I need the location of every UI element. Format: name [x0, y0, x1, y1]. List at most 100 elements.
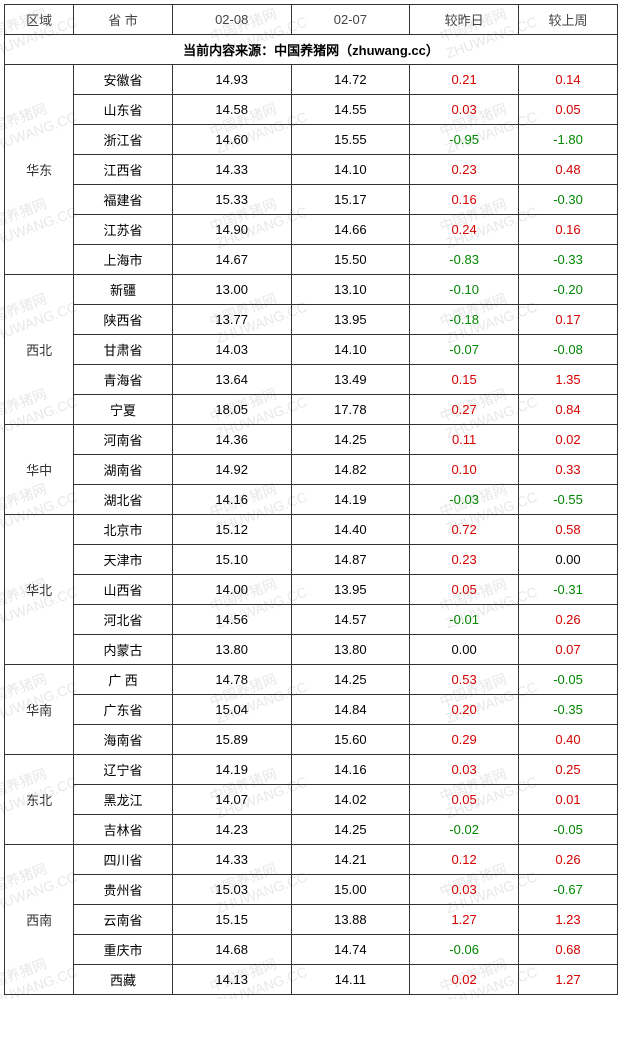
date1-cell: 14.56: [172, 605, 291, 635]
table-row: 山东省14.5814.550.030.05: [5, 95, 618, 125]
delta-week-cell: -0.30: [519, 185, 618, 215]
region-cell: 西北: [5, 275, 74, 425]
date2-cell: 13.95: [291, 305, 410, 335]
delta-yesterday-cell: 0.11: [410, 425, 519, 455]
table-row: 青海省13.6413.490.151.35: [5, 365, 618, 395]
region-cell: 华南: [5, 665, 74, 755]
province-cell: 江苏省: [74, 215, 173, 245]
date2-cell: 14.10: [291, 155, 410, 185]
table-row: 华南广 西14.7814.250.53-0.05: [5, 665, 618, 695]
delta-yesterday-cell: 0.05: [410, 575, 519, 605]
date1-cell: 14.90: [172, 215, 291, 245]
table-row: 广东省15.0414.840.20-0.35: [5, 695, 618, 725]
table-row: 黑龙江14.0714.020.050.01: [5, 785, 618, 815]
date1-cell: 15.03: [172, 875, 291, 905]
table-row: 湖南省14.9214.820.100.33: [5, 455, 618, 485]
delta-yesterday-cell: -0.06: [410, 935, 519, 965]
date2-cell: 13.80: [291, 635, 410, 665]
date2-cell: 14.21: [291, 845, 410, 875]
date1-cell: 14.36: [172, 425, 291, 455]
delta-yesterday-cell: -0.03: [410, 485, 519, 515]
province-cell: 青海省: [74, 365, 173, 395]
delta-yesterday-cell: 0.02: [410, 965, 519, 995]
header-row: 区域 省 市 02-08 02-07 较昨日 较上周: [5, 5, 618, 35]
province-cell: 陕西省: [74, 305, 173, 335]
province-cell: 辽宁省: [74, 755, 173, 785]
date1-cell: 15.04: [172, 695, 291, 725]
date1-cell: 14.92: [172, 455, 291, 485]
table-row: 华中河南省14.3614.250.110.02: [5, 425, 618, 455]
delta-week-cell: -1.80: [519, 125, 618, 155]
date2-cell: 14.02: [291, 785, 410, 815]
province-cell: 山西省: [74, 575, 173, 605]
date2-cell: 14.87: [291, 545, 410, 575]
date1-cell: 15.15: [172, 905, 291, 935]
delta-week-cell: 0.02: [519, 425, 618, 455]
table-row: 云南省15.1513.881.271.23: [5, 905, 618, 935]
table-row: 湖北省14.1614.19-0.03-0.55: [5, 485, 618, 515]
delta-week-cell: 0.01: [519, 785, 618, 815]
col-vs-yesterday: 较昨日: [410, 5, 519, 35]
date2-cell: 14.19: [291, 485, 410, 515]
delta-yesterday-cell: 0.20: [410, 695, 519, 725]
delta-yesterday-cell: -0.07: [410, 335, 519, 365]
delta-yesterday-cell: 0.03: [410, 95, 519, 125]
table-row: 甘肃省14.0314.10-0.07-0.08: [5, 335, 618, 365]
delta-week-cell: 1.27: [519, 965, 618, 995]
date1-cell: 14.78: [172, 665, 291, 695]
date2-cell: 14.82: [291, 455, 410, 485]
delta-yesterday-cell: 0.05: [410, 785, 519, 815]
table-row: 江西省14.3314.100.230.48: [5, 155, 618, 185]
province-cell: 河南省: [74, 425, 173, 455]
delta-week-cell: 0.48: [519, 155, 618, 185]
date1-cell: 13.64: [172, 365, 291, 395]
delta-yesterday-cell: 0.00: [410, 635, 519, 665]
delta-week-cell: 0.00: [519, 545, 618, 575]
date1-cell: 15.10: [172, 545, 291, 575]
date2-cell: 14.40: [291, 515, 410, 545]
province-cell: 江西省: [74, 155, 173, 185]
province-cell: 福建省: [74, 185, 173, 215]
province-cell: 云南省: [74, 905, 173, 935]
delta-week-cell: 0.05: [519, 95, 618, 125]
delta-week-cell: -0.67: [519, 875, 618, 905]
delta-week-cell: 0.25: [519, 755, 618, 785]
delta-week-cell: -0.20: [519, 275, 618, 305]
province-cell: 北京市: [74, 515, 173, 545]
region-cell: 东北: [5, 755, 74, 845]
province-cell: 重庆市: [74, 935, 173, 965]
date2-cell: 14.57: [291, 605, 410, 635]
table-row: 江苏省14.9014.660.240.16: [5, 215, 618, 245]
province-cell: 贵州省: [74, 875, 173, 905]
date1-cell: 13.77: [172, 305, 291, 335]
date2-cell: 14.25: [291, 665, 410, 695]
delta-yesterday-cell: 0.03: [410, 755, 519, 785]
delta-yesterday-cell: 0.29: [410, 725, 519, 755]
table-row: 福建省15.3315.170.16-0.30: [5, 185, 618, 215]
date1-cell: 14.19: [172, 755, 291, 785]
province-cell: 山东省: [74, 95, 173, 125]
province-cell: 广东省: [74, 695, 173, 725]
delta-week-cell: 0.68: [519, 935, 618, 965]
delta-yesterday-cell: -0.18: [410, 305, 519, 335]
col-date2: 02-07: [291, 5, 410, 35]
delta-yesterday-cell: -0.02: [410, 815, 519, 845]
price-table: 区域 省 市 02-08 02-07 较昨日 较上周 当前内容来源：中国养猪网（…: [4, 4, 618, 995]
delta-yesterday-cell: 0.16: [410, 185, 519, 215]
date1-cell: 14.68: [172, 935, 291, 965]
delta-week-cell: 0.26: [519, 845, 618, 875]
date2-cell: 17.78: [291, 395, 410, 425]
province-cell: 湖南省: [74, 455, 173, 485]
delta-yesterday-cell: 0.53: [410, 665, 519, 695]
delta-week-cell: 0.58: [519, 515, 618, 545]
date1-cell: 15.33: [172, 185, 291, 215]
region-cell: 华东: [5, 65, 74, 275]
province-cell: 吉林省: [74, 815, 173, 845]
delta-week-cell: -0.05: [519, 815, 618, 845]
date1-cell: 14.33: [172, 155, 291, 185]
source-row: 当前内容来源：中国养猪网（zhuwang.cc）: [5, 35, 618, 65]
delta-week-cell: -0.55: [519, 485, 618, 515]
date2-cell: 13.10: [291, 275, 410, 305]
date2-cell: 15.55: [291, 125, 410, 155]
date1-cell: 14.93: [172, 65, 291, 95]
